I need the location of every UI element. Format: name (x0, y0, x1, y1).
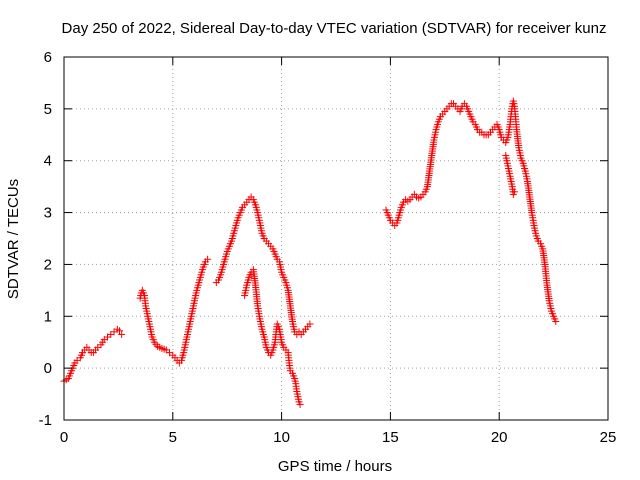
data-point (306, 320, 314, 328)
data-point (115, 327, 123, 335)
data-point (118, 330, 126, 338)
y-tick-label: 6 (44, 49, 52, 66)
data-point (296, 400, 304, 408)
x-axis-label: GPS time / hours (278, 458, 392, 475)
y-tick-label: 1 (44, 308, 52, 325)
y-tick-label: 3 (44, 205, 52, 222)
axis-ticks: 0 5 10 15 20 25 -1 0 1 2 3 4 5 6 (39, 49, 617, 446)
x-tick-label: 5 (169, 429, 177, 446)
x-tick-label: 10 (273, 429, 290, 446)
x-tick-label: 15 (382, 429, 399, 446)
plot-border (63, 56, 609, 421)
data-points (60, 97, 560, 408)
y-tick-label: 5 (44, 101, 52, 118)
y-tick-label: 0 (44, 360, 52, 377)
data-point (510, 188, 518, 196)
y-tick-label: 2 (44, 256, 52, 273)
x-tick-label: 20 (491, 429, 508, 446)
y-axis-label: SDTVAR / TECUs (5, 179, 22, 299)
x-tick-label: 0 (60, 429, 68, 446)
y-tick-label: 4 (44, 153, 52, 170)
chart-title: Day 250 of 2022, Sidereal Day-to-day VTE… (62, 20, 607, 37)
x-tick-label: 25 (600, 429, 617, 446)
data-point (552, 317, 560, 325)
data-point (204, 255, 212, 263)
grid-lines (64, 57, 608, 420)
y-tick-label: -1 (39, 412, 52, 429)
